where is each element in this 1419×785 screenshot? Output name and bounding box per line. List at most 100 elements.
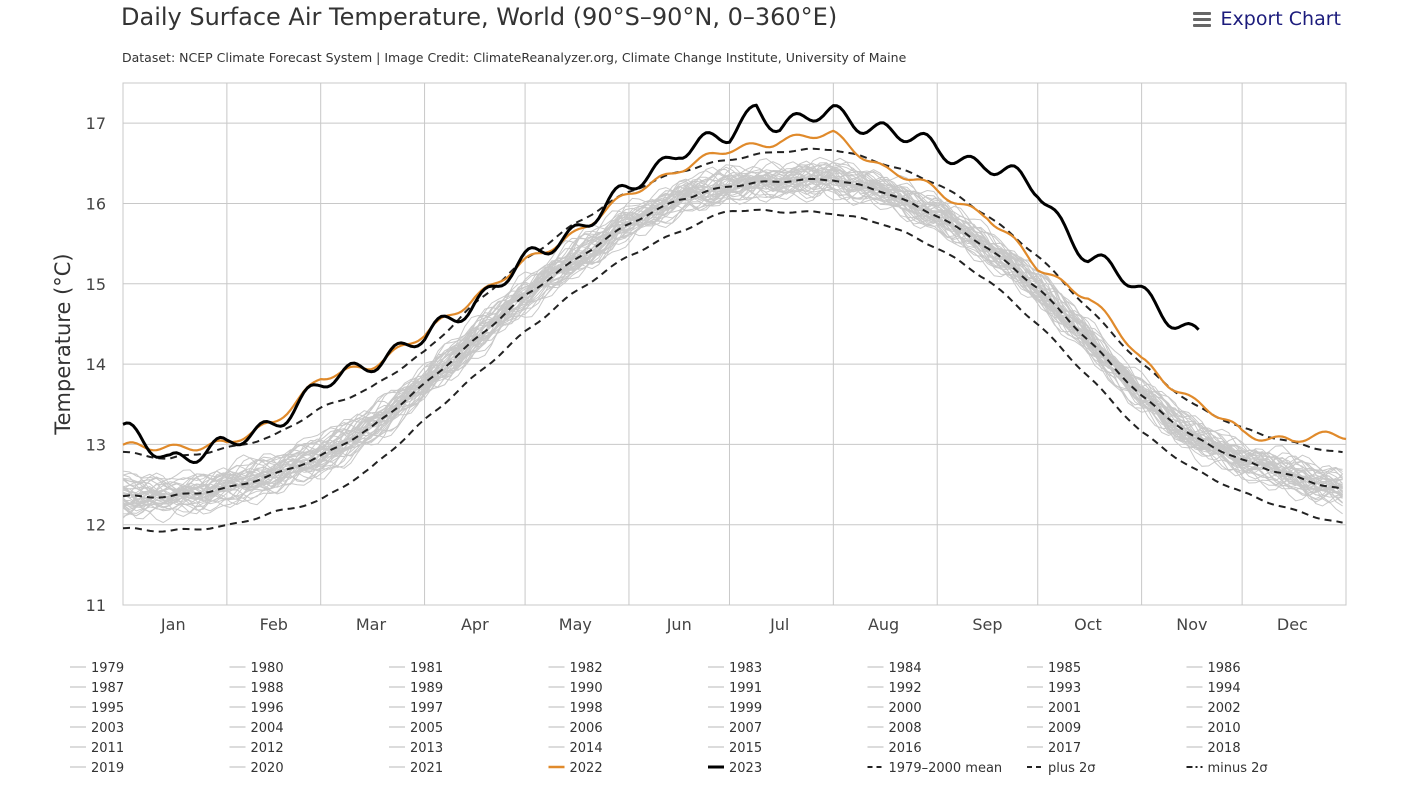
legend-item[interactable]: 2002 xyxy=(1186,701,1241,716)
legend-item[interactable]: 1994 xyxy=(1186,681,1241,696)
legend-label: 1998 xyxy=(570,701,603,716)
legend-item[interactable]: 2008 xyxy=(867,721,922,736)
historical-series-group xyxy=(122,156,1344,524)
legend-label: 1991 xyxy=(729,681,762,696)
legend-label: 1984 xyxy=(889,661,922,676)
series-line-2019 xyxy=(122,156,1343,492)
legend-label: 1985 xyxy=(1048,661,1081,676)
legend-item[interactable]: 1989 xyxy=(389,681,443,696)
y-tick-label: 14 xyxy=(86,355,106,374)
legend-label: 2017 xyxy=(1048,741,1081,756)
legend-label: 1990 xyxy=(570,681,603,696)
legend-item[interactable]: 2011 xyxy=(70,741,124,756)
legend-item[interactable]: 1997 xyxy=(389,701,443,716)
chart-title: Daily Surface Air Temperature, World (90… xyxy=(121,3,838,31)
legend-label: 2013 xyxy=(410,741,443,756)
legend-label: 1992 xyxy=(889,681,922,696)
legend-item[interactable]: 2016 xyxy=(867,741,922,756)
legend-label: 2005 xyxy=(410,721,443,736)
series-line-2018 xyxy=(122,158,1343,490)
legend-item[interactable]: 2017 xyxy=(1027,741,1081,756)
legend-item[interactable]: 1981 xyxy=(389,661,443,676)
legend-item[interactable]: 1983 xyxy=(708,661,762,676)
legend-item[interactable]: 1979 xyxy=(70,661,124,676)
legend-label: 2011 xyxy=(91,741,124,756)
y-tick-label: 17 xyxy=(86,114,106,133)
x-tick-label: Apr xyxy=(461,615,489,634)
legend-item[interactable]: 2015 xyxy=(708,741,762,756)
legend-item[interactable]: 1999 xyxy=(708,701,762,716)
legend-item[interactable]: 2020 xyxy=(229,761,284,776)
plot-frame xyxy=(122,82,1347,606)
legend-label: 1994 xyxy=(1208,681,1241,696)
legend-item[interactable]: 2006 xyxy=(548,721,603,736)
series-line-2010 xyxy=(122,165,1343,491)
export-chart-button[interactable]: Export Chart xyxy=(1192,8,1341,30)
y-tick-label: 11 xyxy=(86,596,106,615)
legend-item[interactable]: 1982 xyxy=(548,661,603,676)
legend-label: 2023 xyxy=(729,761,762,776)
legend-item[interactable]: 1980 xyxy=(229,661,284,676)
legend-item[interactable]: 1992 xyxy=(867,681,922,696)
series-line-1989 xyxy=(122,173,1343,507)
legend-label: 2008 xyxy=(889,721,922,736)
legend-item[interactable]: 2003 xyxy=(70,721,124,736)
legend-item[interactable]: 2004 xyxy=(229,721,284,736)
legend-label: 2021 xyxy=(410,761,443,776)
series-line-plus-2- xyxy=(122,147,1343,460)
legend-item[interactable]: 2012 xyxy=(229,741,284,756)
legend-item[interactable]: 2010 xyxy=(1186,721,1241,736)
legend-item[interactable]: 1979–2000 mean xyxy=(867,761,1003,776)
series-line-2016 xyxy=(122,161,1343,500)
legend-item[interactable]: 2007 xyxy=(708,721,762,736)
legend-item[interactable]: 2023 xyxy=(708,761,762,776)
legend-item[interactable]: 2022 xyxy=(548,761,603,776)
legend-item[interactable]: 1998 xyxy=(548,701,603,716)
series-line-2004 xyxy=(122,162,1343,501)
x-tick-label: Dec xyxy=(1277,615,1308,634)
legend-item[interactable]: 1984 xyxy=(867,661,922,676)
legend-item[interactable]: 1985 xyxy=(1027,661,1081,676)
legend-label: 2010 xyxy=(1208,721,1241,736)
legend-item[interactable]: 2009 xyxy=(1027,721,1081,736)
legend-item[interactable]: 2005 xyxy=(389,721,443,736)
legend-item[interactable]: 1996 xyxy=(229,701,284,716)
legend-item[interactable]: 2000 xyxy=(867,701,922,716)
legend-item[interactable]: 1988 xyxy=(229,681,284,696)
legend-item[interactable]: 1991 xyxy=(708,681,762,696)
series-line-2015 xyxy=(122,157,1343,497)
y-tick-label: 12 xyxy=(86,516,106,535)
x-tick-label: Feb xyxy=(260,615,288,634)
legend-label: 2012 xyxy=(251,741,284,756)
legend-label: 2016 xyxy=(889,741,922,756)
series-line-1994 xyxy=(122,176,1344,508)
x-tick-label: Jan xyxy=(160,615,186,634)
legend-label: 2006 xyxy=(570,721,603,736)
legend-label: 2000 xyxy=(889,701,922,716)
legend-item[interactable]: 1995 xyxy=(70,701,124,716)
legend-item[interactable]: plus 2σ xyxy=(1027,761,1096,776)
y-tick-label: 13 xyxy=(86,435,106,454)
legend-label: 1980 xyxy=(251,661,284,676)
x-tick-label: Mar xyxy=(356,615,387,634)
legend-item[interactable]: 2018 xyxy=(1186,741,1241,756)
series-line-2021 xyxy=(122,164,1343,490)
legend-item[interactable]: 2001 xyxy=(1027,701,1081,716)
legend-label: 1982 xyxy=(570,661,603,676)
legend-label: 2019 xyxy=(91,761,124,776)
legend-label: 1986 xyxy=(1208,661,1241,676)
legend-item[interactable]: 2013 xyxy=(389,741,443,756)
legend-item[interactable]: 2019 xyxy=(70,761,124,776)
x-tick-label: May xyxy=(559,615,592,634)
legend-item[interactable]: minus 2σ xyxy=(1186,761,1268,776)
legend-item[interactable]: 2021 xyxy=(389,761,443,776)
legend-item[interactable]: 1993 xyxy=(1027,681,1081,696)
legend-label: 2001 xyxy=(1048,701,1081,716)
legend-item[interactable]: 1987 xyxy=(70,681,124,696)
legend-label: 1983 xyxy=(729,661,762,676)
x-tick-label: Nov xyxy=(1176,615,1207,634)
legend-item[interactable]: 1986 xyxy=(1186,661,1241,676)
legend-label: 2002 xyxy=(1208,701,1241,716)
legend-item[interactable]: 2014 xyxy=(548,741,603,756)
legend-item[interactable]: 1990 xyxy=(548,681,603,696)
